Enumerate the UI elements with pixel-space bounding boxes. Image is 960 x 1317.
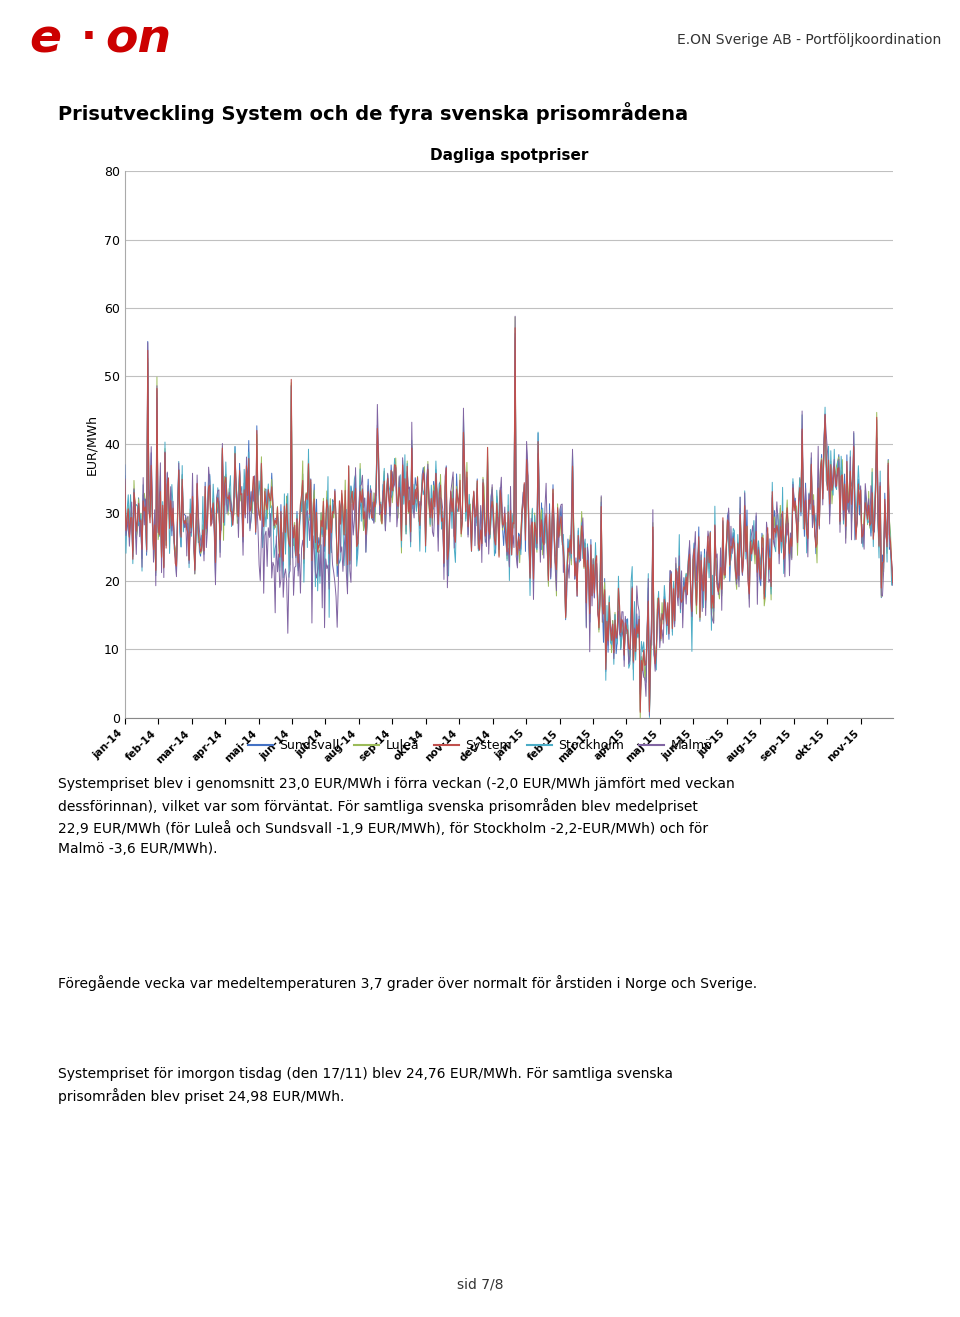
Text: e: e	[29, 17, 60, 62]
Text: sid 7/8: sid 7/8	[457, 1277, 503, 1291]
Text: Föregående vecka var medeltemperaturen 3,7 grader över normalt för årstiden i No: Föregående vecka var medeltemperaturen 3…	[58, 975, 756, 990]
Text: Systempriset blev i genomsnitt 23,0 EUR/MWh i förra veckan (-2,0 EUR/MWh jämfört: Systempriset blev i genomsnitt 23,0 EUR/…	[58, 777, 734, 856]
Legend: Sundsvall, Luleå, System, Stockholm, Malmö: Sundsvall, Luleå, System, Stockholm, Mal…	[243, 734, 717, 757]
Text: E.ON Sverige AB - Portföljkoordination: E.ON Sverige AB - Portföljkoordination	[677, 33, 941, 46]
Text: Systempriset för imorgon tisdag (den 17/11) blev 24,76 EUR/MWh. För samtliga sve: Systempriset för imorgon tisdag (den 17/…	[58, 1067, 673, 1104]
Title: Dagliga spotpriser: Dagliga spotpriser	[430, 148, 588, 163]
Text: ·: ·	[81, 17, 97, 59]
Text: on: on	[106, 17, 172, 62]
Y-axis label: EUR/MWh: EUR/MWh	[85, 414, 98, 475]
Text: Prisutveckling System och de fyra svenska prisområdena: Prisutveckling System och de fyra svensk…	[58, 103, 687, 124]
